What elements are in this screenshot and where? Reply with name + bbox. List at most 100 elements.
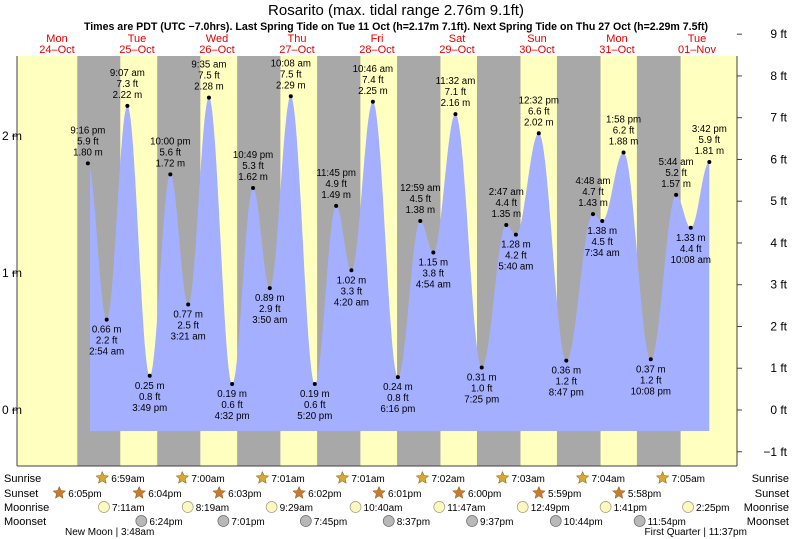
tide-point	[168, 172, 173, 177]
tide-time: 4:48 am	[575, 176, 610, 187]
moonrise-time: 7:11am	[112, 503, 145, 514]
moonset-row-label-right: Moonset	[747, 516, 789, 528]
tide-meters: 1.28 m	[501, 240, 531, 251]
moonrise-icon	[599, 501, 612, 513]
day-label-dow: Mon	[46, 33, 67, 45]
tide-time: 12:59 am	[400, 183, 440, 194]
y-right-tick-label: 5 ft	[770, 194, 787, 208]
tide-time: 5:44 am	[659, 157, 694, 168]
tide-area	[90, 96, 710, 432]
sunset-icon	[52, 485, 67, 499]
day-label-date: 25–Oct	[119, 44, 154, 56]
y-left-tick-label: 0 m	[2, 403, 22, 417]
moonrise-icon	[98, 501, 110, 513]
tide-time: 9:16 pm	[70, 125, 105, 136]
sunrise-icon	[575, 470, 590, 484]
day-band	[17, 56, 78, 466]
day-label-date: 30–Oct	[519, 44, 554, 56]
sunrise-row-label-left: Sunrise	[4, 473, 41, 485]
y-right-tick-label: 0 ft	[770, 403, 787, 417]
sunset-row-label-left: Sunset	[4, 488, 38, 500]
tide-feet: 7.5 ft	[198, 71, 220, 82]
moonrise-time: 8:19am	[196, 503, 229, 514]
y-right-tick-label: 3 ft	[770, 278, 787, 292]
moonset-time: 8:37pm	[397, 517, 430, 528]
tide-time: 10:00 pm	[150, 136, 190, 147]
moonrise-row-label-right: Moonrise	[744, 502, 789, 514]
sunset-icon	[532, 485, 546, 499]
y-left-tick-label: 2 m	[2, 129, 22, 143]
tide-point	[230, 381, 235, 386]
new-moon-label: New Moon | 3:48am	[65, 527, 154, 538]
sunset-icon	[132, 485, 147, 499]
tide-meters: 1.38 m	[405, 205, 435, 216]
tide-meters: 0.77 m	[173, 310, 203, 321]
tide-feet: 5.2 ft	[665, 168, 687, 179]
tide-feet: 4.9 ft	[325, 179, 347, 190]
tide-time: 12:32 pm	[519, 95, 559, 106]
moonrise-icon	[181, 501, 194, 513]
tide-feet: 0.8 ft	[387, 393, 409, 404]
tide-feet: 7.1 ft	[445, 87, 467, 98]
day-labels: Mon24–OctTue25–OctWed26–OctThu27–OctFri2…	[39, 33, 716, 56]
sunset-time: 6:01pm	[388, 489, 421, 500]
tide-feet: 0.8 ft	[139, 392, 161, 403]
moonset-time: 7:01pm	[231, 517, 264, 528]
tide-feet: 4.5 ft	[410, 194, 432, 205]
tide-feet: 5.3 ft	[242, 161, 264, 172]
tide-meters: 0.66 m	[92, 325, 122, 336]
tide-point	[334, 203, 339, 208]
tide-time: 10:08 am	[671, 255, 711, 266]
tide-meters: 0.19 m	[300, 389, 330, 400]
sunrise-time: 7:00am	[191, 474, 224, 485]
tide-feet: 7.5 ft	[280, 69, 302, 80]
tide-meters: 1.81 m	[695, 146, 725, 157]
tide-point	[418, 218, 423, 223]
tide-feet: 2.9 ft	[259, 304, 281, 315]
axes: 0 m 1 m 2 m −1 ft 0 ft 1 ft 2 ft 3 ft 4 ft 5 ft 6 …	[2, 27, 788, 459]
moonset-icon	[382, 515, 395, 527]
tide-time: 5:40 am	[498, 262, 533, 273]
moonrise-time: 1:41pm	[614, 503, 647, 514]
tide-point	[125, 103, 130, 108]
moonset-icon	[299, 515, 312, 527]
sunrise-icon	[175, 470, 190, 484]
tide-meters: 1.80 m	[73, 147, 103, 158]
sunset-icon	[612, 485, 626, 499]
y-right-tick-label: 8 ft	[770, 69, 787, 83]
tide-feet: 7.3 ft	[117, 79, 139, 90]
tide-meters: 0.19 m	[217, 389, 247, 400]
day-label-dow: Sun	[527, 33, 547, 45]
day-label-date: 26–Oct	[199, 44, 234, 56]
tide-time: 1:58 pm	[606, 114, 641, 125]
tide-feet: 2.5 ft	[177, 321, 199, 332]
tide-point	[206, 95, 211, 100]
moonrise-time: 11:47am	[447, 503, 485, 514]
moonset-time: 6:24pm	[149, 517, 182, 528]
tide-meters: 0.37 m	[636, 364, 666, 375]
tide-point	[564, 358, 569, 363]
tide-time: 3:50 am	[252, 315, 287, 326]
tide-meters: 2.22 m	[113, 90, 143, 101]
day-label-dow: Fri	[371, 33, 384, 45]
tide-point	[431, 250, 436, 255]
sunrise-row-label-right: Sunrise	[752, 473, 789, 485]
tide-point	[251, 186, 256, 191]
tide-feet: 5.9 ft	[77, 136, 99, 147]
sunset-icon	[452, 485, 466, 499]
day-label-date: 31–Oct	[599, 44, 634, 56]
tide-feet: 4.7 ft	[582, 187, 604, 198]
tide-feet: 4.4 ft	[496, 198, 518, 209]
tide-feet: 1.2 ft	[640, 375, 662, 386]
tide-meters: 1.72 m	[156, 158, 186, 169]
moonrise-time: 9:29am	[280, 503, 313, 514]
tide-point	[453, 112, 458, 117]
sunset-time: 6:00pm	[468, 489, 501, 500]
day-label-dow: Thu	[288, 33, 307, 45]
tide-point	[85, 161, 90, 166]
sunset-time: 6:04pm	[148, 489, 181, 500]
tide-meters: 2.02 m	[524, 117, 554, 128]
moonset-time: 10:44pm	[564, 517, 603, 528]
tide-point	[707, 160, 712, 165]
